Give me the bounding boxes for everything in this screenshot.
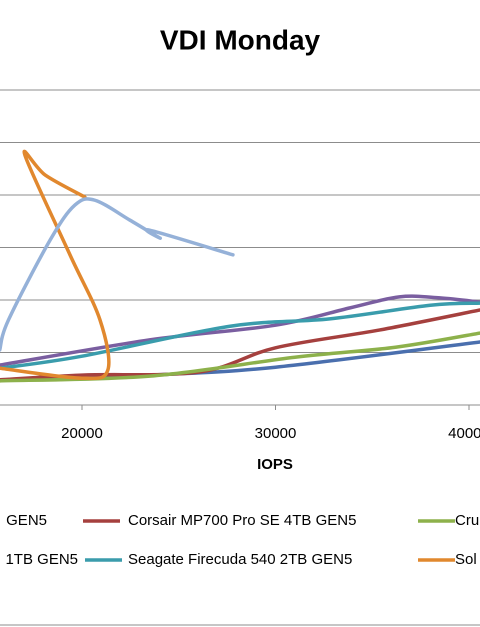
legend-label: Seagate Firecuda 540 2TB GEN5 bbox=[128, 551, 352, 568]
series-line bbox=[0, 294, 480, 367]
series-line bbox=[0, 301, 480, 370]
chart-title: VDI Monday bbox=[160, 24, 321, 55]
legend-label: Corsair MP700 Pro SE 4TB GEN5 bbox=[128, 512, 356, 529]
series-line bbox=[0, 197, 235, 352]
x-axis-label: IOPS bbox=[257, 456, 293, 473]
x-tick-label: 30000 bbox=[255, 425, 297, 442]
legend-label: Sol bbox=[455, 551, 477, 568]
legend-label: GEN5 bbox=[6, 512, 47, 529]
series-line bbox=[0, 308, 480, 382]
series-line bbox=[0, 149, 111, 381]
x-tick-label: 20000 bbox=[61, 425, 103, 442]
legend-label: Cru bbox=[455, 512, 479, 529]
x-tick-label: 40000 bbox=[448, 425, 480, 442]
legend-label: 1TB GEN5 bbox=[5, 551, 78, 568]
